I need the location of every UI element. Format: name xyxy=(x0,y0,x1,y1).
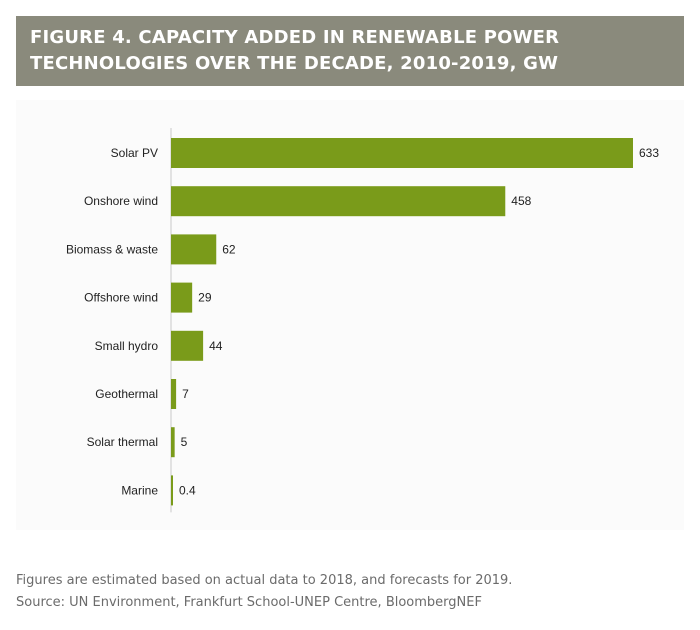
category-label: Onshore wind xyxy=(84,194,158,208)
chart-panel: Solar PV 633 Onshore wind 458 Biomass & wast… xyxy=(16,100,684,530)
bar xyxy=(171,138,633,168)
figure-header: FIGURE 4. CAPACITY ADDED IN RENEWABLE PO… xyxy=(16,16,684,86)
value-label: 633 xyxy=(639,146,659,160)
bar xyxy=(171,475,173,506)
category-label: Biomass & waste xyxy=(66,242,158,256)
value-label: 5 xyxy=(181,435,188,449)
value-label: 0.4 xyxy=(179,483,196,497)
bar xyxy=(171,282,193,313)
category-label: Offshore wind xyxy=(84,291,158,305)
value-label: 7 xyxy=(182,387,189,401)
footnote-estimate-note: Figures are estimated based on actual da… xyxy=(16,573,513,588)
bar xyxy=(171,427,175,458)
bar-chart: Solar PV 633 Onshore wind 458 Biomass & wast… xyxy=(66,128,659,513)
footnote-source: Source: UN Environment, Frankfurt School… xyxy=(16,595,482,610)
category-label: Solar thermal xyxy=(87,435,158,449)
category-label: Small hydro xyxy=(95,339,159,353)
value-label: 44 xyxy=(209,339,223,353)
value-label: 62 xyxy=(222,242,236,256)
category-label: Solar PV xyxy=(111,146,158,160)
figure-title: FIGURE 4. CAPACITY ADDED IN RENEWABLE PO… xyxy=(30,27,560,74)
bar xyxy=(171,379,177,409)
category-label: Marine xyxy=(121,483,158,497)
category-label: Geothermal xyxy=(95,387,158,401)
bar xyxy=(171,330,204,361)
value-label: 458 xyxy=(511,194,531,208)
footnote: Figures are estimated based on actual da… xyxy=(16,570,684,614)
bar xyxy=(171,186,506,217)
bar xyxy=(171,234,217,265)
value-label: 29 xyxy=(198,291,212,305)
